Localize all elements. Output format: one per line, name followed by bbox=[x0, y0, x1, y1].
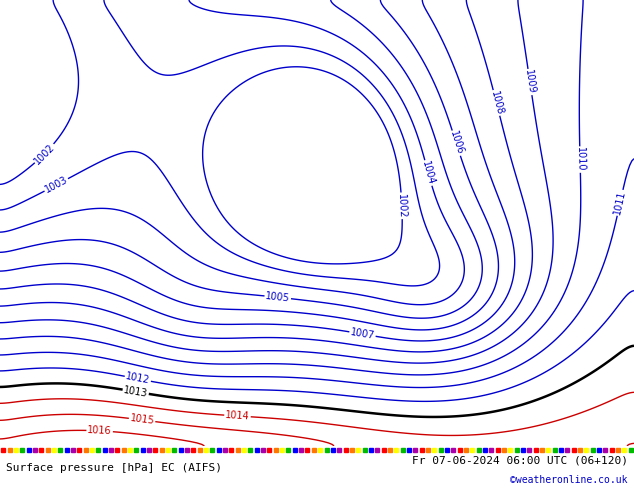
Text: 1007: 1007 bbox=[349, 327, 375, 341]
Text: 1012: 1012 bbox=[125, 371, 151, 386]
Text: 1008: 1008 bbox=[489, 90, 505, 116]
Text: 1004: 1004 bbox=[420, 160, 436, 186]
Text: 1003: 1003 bbox=[43, 175, 70, 195]
Text: 1014: 1014 bbox=[225, 410, 250, 422]
Text: 1013: 1013 bbox=[123, 385, 148, 399]
Text: 1010: 1010 bbox=[575, 147, 585, 172]
Text: 1005: 1005 bbox=[265, 291, 290, 303]
Text: 1015: 1015 bbox=[129, 414, 155, 426]
Text: 1011: 1011 bbox=[612, 190, 628, 216]
Text: 1006: 1006 bbox=[448, 130, 465, 156]
Text: 1016: 1016 bbox=[87, 425, 112, 437]
Text: 1009: 1009 bbox=[523, 69, 536, 95]
Text: Fr 07-06-2024 06:00 UTC (06+120): Fr 07-06-2024 06:00 UTC (06+120) bbox=[411, 455, 628, 465]
Text: 1002: 1002 bbox=[32, 142, 57, 166]
Text: 1002: 1002 bbox=[396, 193, 408, 219]
Text: ©weatheronline.co.uk: ©weatheronline.co.uk bbox=[510, 475, 628, 485]
Text: Surface pressure [hPa] EC (AIFS): Surface pressure [hPa] EC (AIFS) bbox=[6, 463, 223, 473]
